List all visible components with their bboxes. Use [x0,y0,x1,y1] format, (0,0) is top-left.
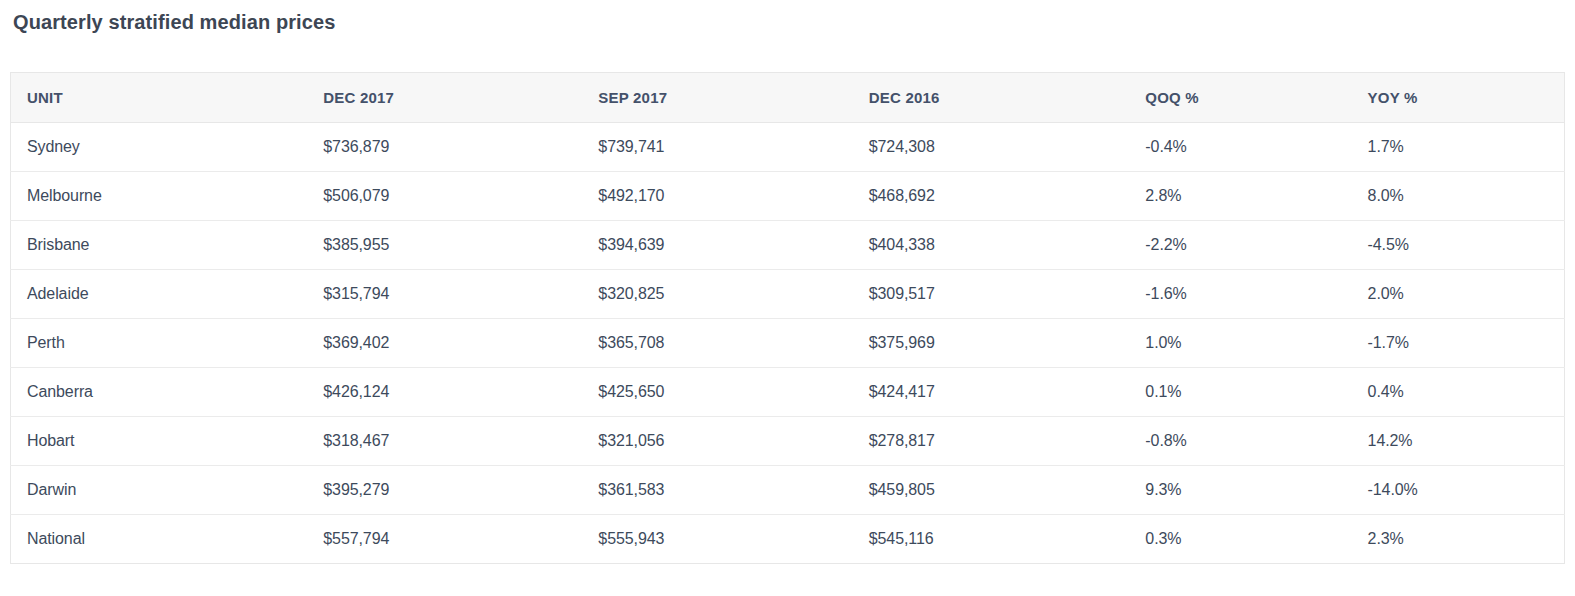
table-body: Sydney$736,879$739,741$724,308-0.4%1.7%M… [11,123,1565,564]
table-row: Hobart$318,467$321,056$278,817-0.8%14.2% [11,417,1565,466]
cell-qoq-pct: -0.8% [1129,417,1351,466]
cell-yoy-pct: 0.4% [1352,368,1565,417]
cell-sep-2017: $320,825 [582,270,852,319]
cell-qoq-pct: -0.4% [1129,123,1351,172]
table-row: Sydney$736,879$739,741$724,308-0.4%1.7% [11,123,1565,172]
cell-sep-2017: $492,170 [582,172,852,221]
table-row: Perth$369,402$365,708$375,9691.0%-1.7% [11,319,1565,368]
cell-qoq-pct: -2.2% [1129,221,1351,270]
cell-dec-2016: $724,308 [853,123,1130,172]
cell-sep-2017: $361,583 [582,466,852,515]
cell-qoq-pct: 0.1% [1129,368,1351,417]
cell-dec-2016: $278,817 [853,417,1130,466]
cell-yoy-pct: 2.3% [1352,515,1565,564]
cell-unit: Canberra [11,368,308,417]
cell-yoy-pct: -14.0% [1352,466,1565,515]
cell-dec-2017: $557,794 [307,515,582,564]
table-row: Canberra$426,124$425,650$424,4170.1%0.4% [11,368,1565,417]
cell-unit: Brisbane [11,221,308,270]
cell-dec-2017: $369,402 [307,319,582,368]
cell-dec-2016: $375,969 [853,319,1130,368]
cell-dec-2017: $426,124 [307,368,582,417]
cell-sep-2017: $739,741 [582,123,852,172]
cell-unit: National [11,515,308,564]
cell-dec-2017: $318,467 [307,417,582,466]
cell-unit: Melbourne [11,172,308,221]
cell-dec-2016: $309,517 [853,270,1130,319]
cell-dec-2016: $459,805 [853,466,1130,515]
cell-unit: Darwin [11,466,308,515]
table-row: Brisbane$385,955$394,639$404,338-2.2%-4.… [11,221,1565,270]
cell-sep-2017: $394,639 [582,221,852,270]
cell-unit: Hobart [11,417,308,466]
cell-qoq-pct: -1.6% [1129,270,1351,319]
cell-sep-2017: $365,708 [582,319,852,368]
table-row: Darwin$395,279$361,583$459,8059.3%-14.0% [11,466,1565,515]
cell-dec-2017: $385,955 [307,221,582,270]
cell-sep-2017: $425,650 [582,368,852,417]
cell-qoq-pct: 1.0% [1129,319,1351,368]
cell-dec-2016: $424,417 [853,368,1130,417]
cell-dec-2017: $736,879 [307,123,582,172]
cell-yoy-pct: -1.7% [1352,319,1565,368]
cell-yoy-pct: 2.0% [1352,270,1565,319]
table-header: UNIT DEC 2017 SEP 2017 DEC 2016 QOQ % YO… [11,73,1565,123]
cell-yoy-pct: 8.0% [1352,172,1565,221]
cell-unit: Adelaide [11,270,308,319]
table-header-row: UNIT DEC 2017 SEP 2017 DEC 2016 QOQ % YO… [11,73,1565,123]
column-header-qoq-pct: QOQ % [1129,73,1351,123]
cell-yoy-pct: 14.2% [1352,417,1565,466]
cell-unit: Perth [11,319,308,368]
cell-dec-2016: $545,116 [853,515,1130,564]
cell-sep-2017: $555,943 [582,515,852,564]
column-header-yoy-pct: YOY % [1352,73,1565,123]
column-header-unit: UNIT [11,73,308,123]
median-prices-table: UNIT DEC 2017 SEP 2017 DEC 2016 QOQ % YO… [10,72,1565,564]
table-row: Adelaide$315,794$320,825$309,517-1.6%2.0… [11,270,1565,319]
column-header-sep-2017: SEP 2017 [582,73,852,123]
cell-dec-2016: $468,692 [853,172,1130,221]
table-row: National$557,794$555,943$545,1160.3%2.3% [11,515,1565,564]
cell-yoy-pct: -4.5% [1352,221,1565,270]
cell-dec-2017: $506,079 [307,172,582,221]
cell-sep-2017: $321,056 [582,417,852,466]
cell-yoy-pct: 1.7% [1352,123,1565,172]
page: Quarterly stratified median prices UNIT … [0,0,1575,596]
page-title: Quarterly stratified median prices [0,0,1575,34]
cell-qoq-pct: 2.8% [1129,172,1351,221]
column-header-dec-2016: DEC 2016 [853,73,1130,123]
table-row: Melbourne$506,079$492,170$468,6922.8%8.0… [11,172,1565,221]
cell-unit: Sydney [11,123,308,172]
cell-dec-2017: $315,794 [307,270,582,319]
cell-qoq-pct: 9.3% [1129,466,1351,515]
cell-qoq-pct: 0.3% [1129,515,1351,564]
cell-dec-2016: $404,338 [853,221,1130,270]
column-header-dec-2017: DEC 2017 [307,73,582,123]
cell-dec-2017: $395,279 [307,466,582,515]
median-prices-table-container: UNIT DEC 2017 SEP 2017 DEC 2016 QOQ % YO… [10,72,1565,564]
